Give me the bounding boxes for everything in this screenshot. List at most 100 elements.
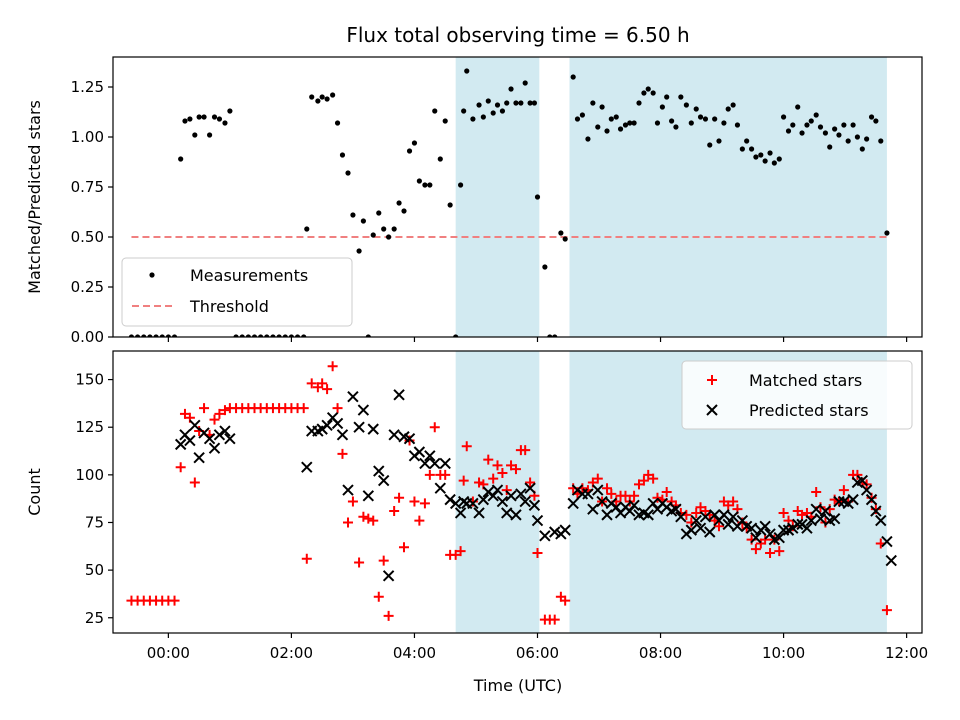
data-point (811, 487, 822, 497)
data-point (206, 132, 213, 138)
data-point (276, 334, 282, 337)
data-point (531, 100, 538, 106)
data-point (301, 553, 312, 564)
data-point (870, 505, 882, 517)
observing-interval-band (455, 57, 540, 337)
data-point (424, 450, 436, 462)
data-point (153, 334, 159, 337)
data-point (673, 124, 679, 130)
data-point (801, 522, 813, 534)
data-point (357, 404, 370, 416)
data-point (491, 484, 504, 496)
data-point (744, 138, 750, 144)
data-point (476, 102, 482, 108)
data-point (201, 114, 207, 120)
data-point (224, 432, 236, 445)
data-point (601, 509, 613, 521)
data-point (356, 248, 362, 254)
data-point (828, 512, 841, 525)
data-point (542, 264, 548, 270)
data-point (642, 509, 654, 521)
data-point (429, 457, 441, 470)
data-point (810, 503, 822, 515)
data-point (875, 514, 887, 527)
legend-box (681, 360, 913, 430)
data-point (868, 114, 875, 120)
x-tick-label: 00:00 (147, 644, 190, 662)
data-point (214, 408, 225, 419)
data-point (378, 555, 389, 566)
data-point (494, 102, 501, 108)
data-point (381, 226, 387, 232)
data-point (439, 457, 451, 470)
data-point (845, 138, 851, 144)
data-point (718, 509, 730, 521)
data-point (501, 507, 513, 519)
data-point (513, 100, 519, 106)
data-point (817, 124, 824, 130)
data-point (483, 454, 494, 465)
data-point (559, 524, 571, 536)
data-point (570, 74, 576, 80)
bottom-panel-counts: 25 50 75 100 125 150 00:00 02:00 04:00 06:00 08:00… (25, 350, 928, 662)
data-point (396, 200, 402, 206)
data-point (419, 457, 431, 470)
data-point (298, 403, 309, 414)
data-point (388, 429, 400, 441)
data-point (827, 144, 833, 150)
data-point (617, 126, 624, 132)
data-point (416, 178, 422, 184)
data-point (208, 442, 221, 454)
data-point (716, 138, 722, 144)
data-point (165, 334, 171, 337)
data-point (203, 432, 216, 445)
data-point (704, 526, 716, 538)
data-point (515, 488, 527, 500)
data-point (461, 108, 467, 114)
data-point (859, 146, 865, 152)
data-point (429, 422, 440, 433)
data-point (383, 610, 394, 621)
data-point (189, 419, 201, 432)
data-point (765, 547, 776, 558)
data-point (813, 112, 819, 118)
y-axis-label: Count (25, 468, 44, 516)
data-point (852, 469, 863, 480)
data-point (654, 120, 661, 126)
data-point (330, 92, 336, 98)
y-tick-label: 0.00 (71, 328, 104, 346)
data-point (339, 152, 346, 158)
data-point (771, 160, 777, 166)
data-point (382, 570, 395, 582)
data-point (216, 116, 223, 122)
data-point (850, 122, 856, 128)
chart-title: Flux total observing time = 6.50 h (346, 23, 689, 47)
data-point (317, 378, 328, 389)
data-point (567, 497, 579, 510)
data-point (178, 156, 184, 162)
data-point (873, 118, 879, 124)
data-point (187, 116, 193, 122)
data-point (780, 114, 787, 120)
data-point (592, 484, 604, 496)
data-point (510, 464, 521, 475)
data-point (860, 484, 873, 496)
data-point (712, 116, 718, 122)
data-point (306, 378, 317, 389)
y-tick-label: 0.75 (71, 178, 104, 196)
data-point (461, 441, 472, 452)
data-point (288, 334, 295, 337)
data-point (453, 334, 459, 337)
data-point (797, 509, 808, 520)
data-point (885, 554, 897, 567)
data-point (627, 120, 633, 126)
data-point (728, 496, 739, 507)
data-point (734, 122, 741, 128)
y-tick-label: 1.00 (71, 128, 104, 146)
data-point (727, 511, 739, 523)
data-point (304, 226, 310, 232)
data-point (219, 425, 231, 437)
data-point (209, 414, 220, 425)
data-point (403, 432, 416, 445)
